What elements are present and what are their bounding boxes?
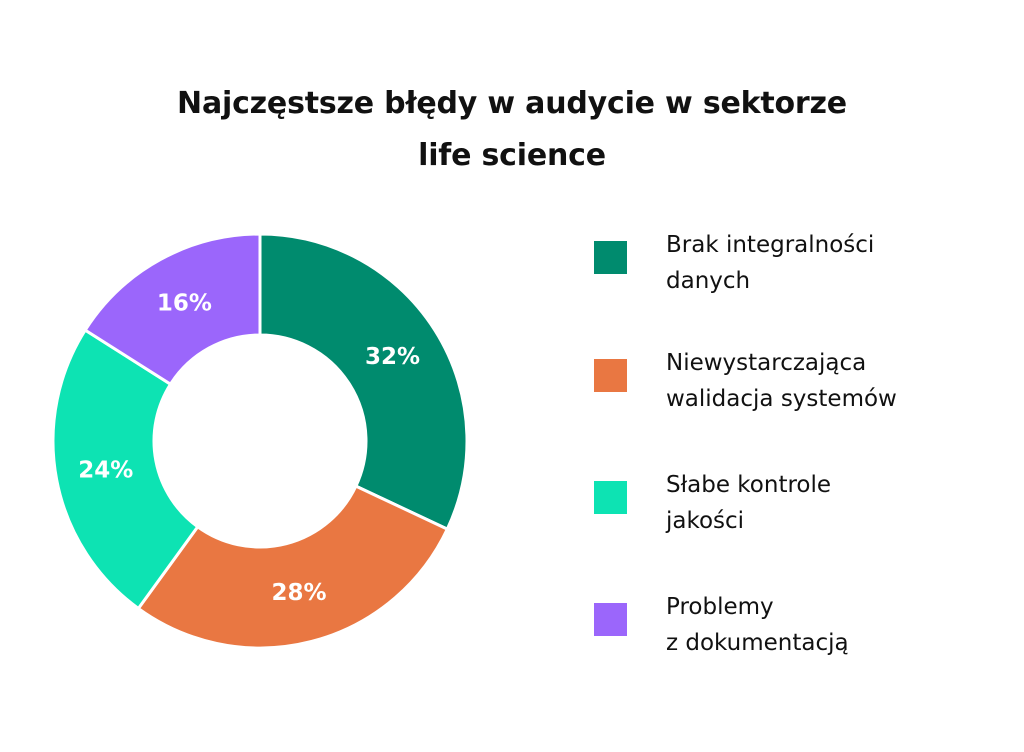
legend-label-system-validation: Niewystarczająca walidacja systemów — [666, 350, 897, 412]
donut-slice-quality-controls — [51, 328, 200, 610]
legend-label-data-integrity: Brak integralności danych — [666, 232, 875, 294]
donut-labels: 32% 28% 24% 16% — [78, 290, 420, 606]
legend-swatch-system-validation — [594, 359, 627, 392]
chart-title: Najczęstsze błędy w audycie w sektorze l… — [0, 78, 1024, 182]
donut-slice-data-integrity — [258, 232, 469, 531]
slice-value-label-documentation: 16% — [157, 290, 212, 316]
chart-legend: Brak integralności danych Niewystarczają… — [594, 0, 1014, 752]
slice-value-label-data-integrity: 32% — [365, 344, 420, 370]
donut-chart: 32% 28% 24% 16% — [51, 232, 469, 650]
slice-value-label-quality-controls: 24% — [78, 457, 133, 483]
legend-swatch-quality-controls — [594, 481, 627, 514]
legend-label-documentation: Problemy z dokumentacją — [666, 594, 849, 656]
legend-swatch-documentation — [594, 603, 627, 636]
slice-value-label-system-validation: 28% — [272, 580, 327, 606]
donut-slices — [51, 232, 469, 650]
donut-slice-documentation — [83, 232, 262, 386]
chart-title-line-1: Najczęstsze błędy w audycie w sektorze — [177, 86, 847, 121]
legend-swatch-data-integrity — [594, 241, 627, 274]
donut-slice-system-validation — [136, 484, 449, 650]
chart-title-line-2: life science — [418, 138, 606, 173]
legend-label-quality-controls: Słabe kontrole jakości — [666, 472, 832, 534]
